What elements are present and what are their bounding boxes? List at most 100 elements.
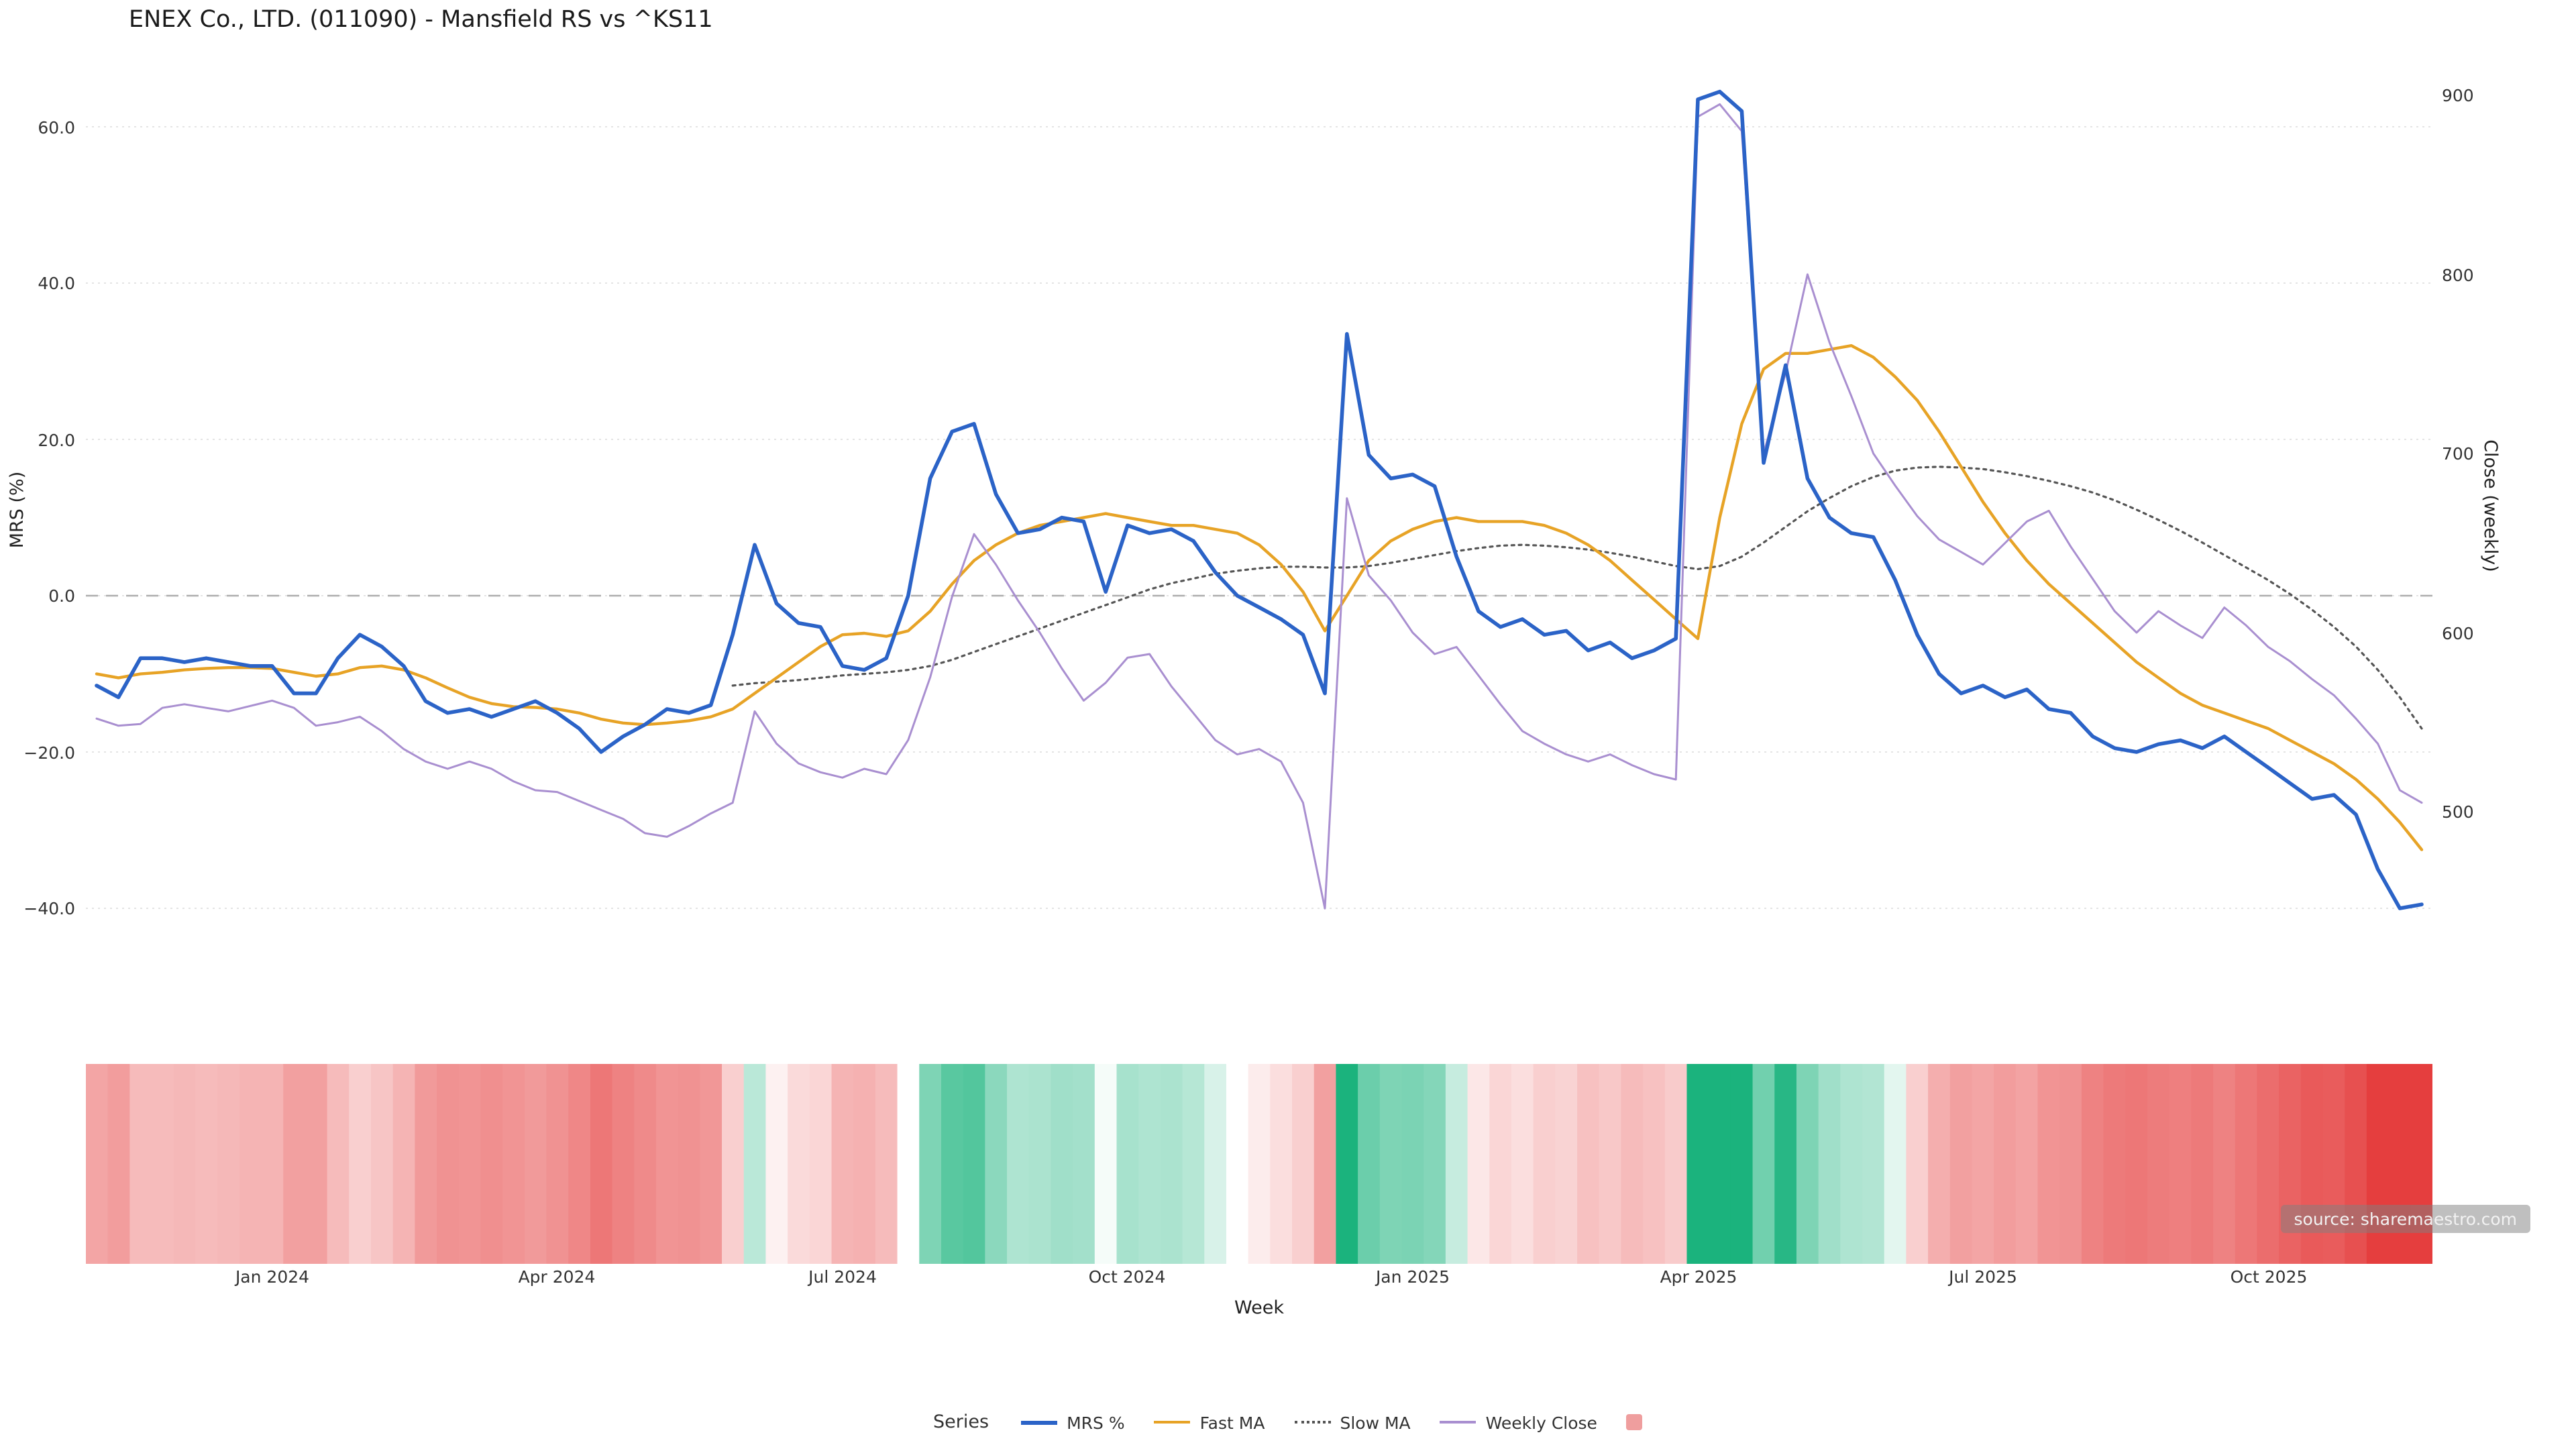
heatmap-cell <box>2257 1064 2280 1264</box>
heatmap-cell <box>1379 1064 1403 1264</box>
heatmap-cell <box>1643 1064 1666 1264</box>
heatmap-cell <box>2169 1064 2192 1264</box>
heatmap-cell <box>1007 1064 1030 1264</box>
heatmap-cell <box>239 1064 262 1264</box>
heatmap-cell <box>2388 1064 2412 1264</box>
y-tick-label: 500 <box>2442 802 2474 822</box>
heatmap-cell <box>1774 1064 1798 1264</box>
heatmap-cell <box>1928 1064 1951 1264</box>
heatmap-cell <box>283 1064 307 1264</box>
x-tick-label: Oct 2024 <box>1088 1267 1166 1287</box>
heatmap-cell <box>349 1064 372 1264</box>
legend-item-heatmap <box>1626 1414 1643 1430</box>
heatmap-cell <box>2081 1064 2104 1264</box>
weekly-close-line <box>95 103 2423 910</box>
y-tick-label: 40.0 <box>38 273 75 293</box>
y-tick-label: 700 <box>2442 443 2474 464</box>
heatmap-cell <box>1182 1064 1205 1264</box>
heatmap-cell <box>1138 1064 1162 1264</box>
heatmap-cell <box>1204 1064 1228 1264</box>
slow-ma-swatch <box>1294 1421 1331 1424</box>
heatmap-cell <box>480 1064 504 1264</box>
heatmap-cell <box>217 1064 241 1264</box>
heatmap-cell <box>458 1064 482 1264</box>
x-tick-label: Jan 2024 <box>235 1267 310 1287</box>
heatmap-cell <box>743 1064 767 1264</box>
x-tick-label: Apr 2025 <box>1660 1267 1737 1287</box>
chart-title: ENEX Co., LTD. (011090) - Mansfield RS v… <box>129 7 713 34</box>
left-axis-label: MRS (%) <box>7 471 28 549</box>
x-axis-label: Week <box>1234 1297 1284 1319</box>
slow-ma-line <box>731 466 2423 730</box>
fast-ma-line <box>95 344 2424 851</box>
heatmap-cell <box>788 1064 811 1264</box>
heatmap-cell <box>1730 1064 1754 1264</box>
heatmap-cell <box>1028 1064 1052 1264</box>
heatmap-cell <box>1073 1064 1096 1264</box>
heatmap-cell <box>437 1064 460 1264</box>
legend-item-label: Slow MA <box>1340 1412 1411 1432</box>
weekly-close-swatch <box>1440 1421 1477 1424</box>
heatmap-cell <box>1818 1064 1841 1264</box>
heatmap-cell <box>765 1064 789 1264</box>
heatmap-cell <box>1555 1064 1578 1264</box>
heatmap-cell <box>524 1064 547 1264</box>
heatmap-cell <box>875 1064 898 1264</box>
legend-item-slow-ma: Slow MA <box>1294 1412 1411 1432</box>
y-tick-label: 20.0 <box>38 429 75 449</box>
heatmap-cell <box>831 1064 855 1264</box>
heatmap-cell <box>1313 1064 1337 1264</box>
heatmap-cell <box>2059 1064 2083 1264</box>
heatmap-cell <box>941 1064 964 1264</box>
heatmap-cell <box>1467 1064 1491 1264</box>
heatmap-cell <box>568 1064 592 1264</box>
heatmap-cell <box>2147 1064 2170 1264</box>
heatmap-cell <box>392 1064 416 1264</box>
heatmap-cell <box>1270 1064 1293 1264</box>
y-tick-label: 800 <box>2442 264 2474 284</box>
heatmap-cell <box>700 1064 723 1264</box>
heatmap-cell <box>1949 1064 1973 1264</box>
heatmap-cell <box>634 1064 657 1264</box>
heatmap-cell <box>2191 1064 2214 1264</box>
heatmap-cell <box>173 1064 197 1264</box>
heatmap-cell <box>1884 1064 1907 1264</box>
heatmap-cell <box>1862 1064 1885 1264</box>
legend-item-fast-ma: Fast MA <box>1154 1412 1265 1432</box>
mrs-line <box>95 89 2424 910</box>
legend-item-label: Weekly Close <box>1485 1412 1597 1432</box>
legend-title: Series <box>933 1411 989 1433</box>
heatmap-cell <box>1160 1064 1183 1264</box>
heatmap-cell <box>1489 1064 1513 1264</box>
heatmap-cell <box>152 1064 174 1264</box>
heatmap-cell <box>2410 1064 2432 1264</box>
heatmap-cell <box>1994 1064 2017 1264</box>
chart-panel <box>86 89 2432 1264</box>
heatmap-cell <box>1424 1064 1447 1264</box>
heatmap-cell <box>2345 1064 2368 1264</box>
heatmap-cell <box>1248 1064 1271 1264</box>
legend-item-weekly-close: Weekly Close <box>1440 1412 1597 1432</box>
heatmap-cell <box>1358 1064 1381 1264</box>
x-tick-label: Apr 2024 <box>518 1267 596 1287</box>
heatmap-cell <box>2037 1064 2061 1264</box>
heatmap-cell <box>853 1064 877 1264</box>
heatmap-cell <box>195 1064 219 1264</box>
heatmap-cell <box>1445 1064 1468 1264</box>
heatmap-cell <box>2322 1064 2346 1264</box>
heatmap-cell <box>2015 1064 2039 1264</box>
heatmap-cell <box>415 1064 438 1264</box>
heatmap-cell <box>1116 1064 1140 1264</box>
x-tick-label: Jul 2024 <box>808 1267 877 1287</box>
heatmap-swatch <box>1626 1414 1643 1430</box>
heatmap-cell <box>678 1064 701 1264</box>
y-tick-label: −40.0 <box>23 898 75 918</box>
heatmap-cell <box>2103 1064 2127 1264</box>
heatmap-cell <box>1972 1064 1995 1264</box>
heatmap-cell <box>371 1064 394 1264</box>
heatmap-cell <box>261 1064 284 1264</box>
heatmap-cell <box>1533 1064 1556 1264</box>
heatmap-cell <box>590 1064 613 1264</box>
heatmap-cell <box>1401 1064 1425 1264</box>
